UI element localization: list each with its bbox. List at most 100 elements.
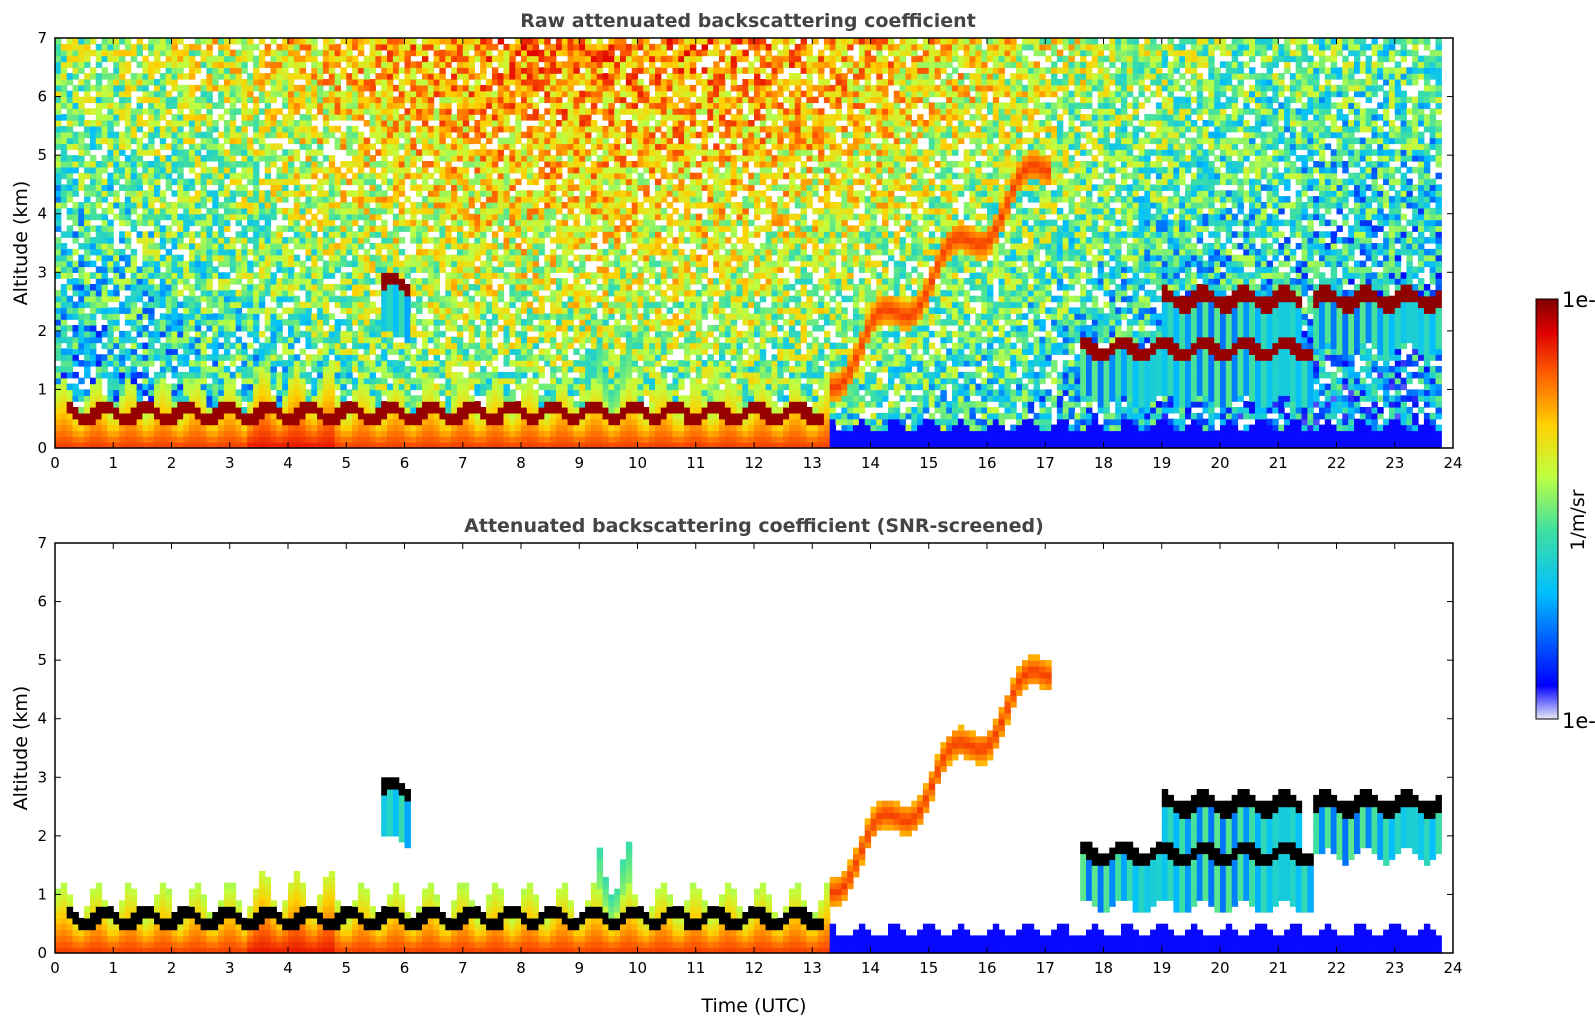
heatmap-cell <box>136 330 143 338</box>
heatmap-cell <box>532 114 539 121</box>
heatmap-cell <box>340 55 347 63</box>
heatmap-cell <box>223 219 231 227</box>
heatmap-cell <box>416 278 423 285</box>
heatmap-cell <box>212 377 219 385</box>
heatmap-cell <box>189 237 196 244</box>
heatmap-cell <box>130 131 138 139</box>
heatmap-cell <box>72 207 79 215</box>
heatmap-cell <box>60 371 68 379</box>
heatmap-cell <box>113 67 120 74</box>
heatmap-cell <box>398 131 406 139</box>
heatmap-cell <box>346 360 353 367</box>
heatmap-cell <box>258 254 266 262</box>
heatmap-cell <box>381 260 388 268</box>
heatmap-cell <box>206 243 213 250</box>
heatmap-cell <box>480 336 487 344</box>
heatmap-cell <box>253 178 260 186</box>
heatmap-cell <box>258 289 266 297</box>
heatmap-cell <box>456 424 464 432</box>
heatmap-cell <box>84 336 91 344</box>
heatmap-cell <box>398 430 406 437</box>
heatmap-cell <box>165 430 173 437</box>
heatmap-cell <box>328 213 336 221</box>
heatmap-cell <box>78 319 85 326</box>
heatmap-cell <box>387 38 394 45</box>
heatmap-cell <box>427 260 435 268</box>
heatmap-cell <box>107 184 114 191</box>
heatmap-cell <box>387 342 394 350</box>
heatmap-cell <box>526 102 534 109</box>
heatmap-cell <box>189 102 196 109</box>
heatmap-cell <box>509 348 516 355</box>
heatmap-cell <box>521 190 528 197</box>
heatmap-cell <box>456 442 464 449</box>
heatmap-cell <box>113 436 120 443</box>
heatmap-cell <box>159 389 167 396</box>
heatmap-cell <box>433 243 440 250</box>
heatmap-cell <box>107 348 114 355</box>
heatmap-cell <box>392 278 400 285</box>
heatmap-cell <box>113 342 120 350</box>
heatmap-cell <box>101 137 108 145</box>
heatmap-cell <box>130 371 138 379</box>
heatmap-cell <box>363 155 371 162</box>
heatmap-cell <box>101 55 108 63</box>
heatmap-cell <box>288 61 295 68</box>
heatmap-cell <box>369 131 376 139</box>
heatmap-cell <box>526 325 534 332</box>
heatmap-cell <box>247 383 254 391</box>
heatmap-cell <box>148 418 155 426</box>
heatmap-cell <box>171 114 178 121</box>
heatmap-cell <box>451 272 458 279</box>
heatmap-cell <box>107 383 114 391</box>
heatmap-cell <box>189 114 196 121</box>
heatmap-cell <box>375 278 382 285</box>
heatmap-cell <box>369 161 376 168</box>
heatmap-cell <box>532 61 539 68</box>
heatmap-cell <box>422 436 429 443</box>
heatmap-cell <box>299 395 306 402</box>
heatmap-cell <box>183 325 190 332</box>
heatmap-cell <box>282 360 289 367</box>
heatmap-cell <box>445 102 452 109</box>
heatmap-cell <box>538 319 545 326</box>
heatmap-cell <box>154 225 161 232</box>
heatmap-cell <box>398 260 406 268</box>
heatmap-cell <box>369 67 376 74</box>
heatmap-cell <box>95 243 103 250</box>
heatmap-cell <box>124 120 132 127</box>
heatmap-cell <box>456 289 464 297</box>
heatmap-cell <box>515 207 522 215</box>
heatmap-cell <box>433 43 440 51</box>
heatmap-cell <box>235 412 242 420</box>
heatmap-cell <box>148 79 155 86</box>
heatmap-cell <box>165 237 173 244</box>
heatmap-cell <box>363 289 371 297</box>
heatmap-cell <box>532 43 539 51</box>
heatmap-cell <box>148 102 155 109</box>
heatmap-cell <box>258 196 266 203</box>
heatmap-cell <box>113 172 120 180</box>
heatmap-cell <box>200 143 207 150</box>
heatmap-cell <box>282 67 289 74</box>
heatmap-cell <box>206 436 213 443</box>
heatmap-cell <box>369 143 376 150</box>
heatmap-cell <box>474 354 481 361</box>
heatmap-cell <box>84 319 91 326</box>
heatmap-cell <box>486 260 493 268</box>
heatmap-cell <box>305 131 312 139</box>
heatmap-cell <box>288 213 295 221</box>
heatmap-cell <box>258 243 266 250</box>
heatmap-cell <box>334 407 341 414</box>
heatmap-cell <box>276 313 283 320</box>
heatmap-cell <box>154 172 161 180</box>
heatmap-cell <box>55 49 62 57</box>
heatmap-cell <box>55 43 62 51</box>
heatmap-cell <box>66 360 74 367</box>
heatmap-cell <box>357 301 365 309</box>
heatmap-cell <box>113 137 120 145</box>
heatmap-cell <box>148 108 155 115</box>
heatmap-cell <box>404 336 411 344</box>
heatmap-cell <box>439 348 446 355</box>
heatmap-cell <box>392 155 400 162</box>
